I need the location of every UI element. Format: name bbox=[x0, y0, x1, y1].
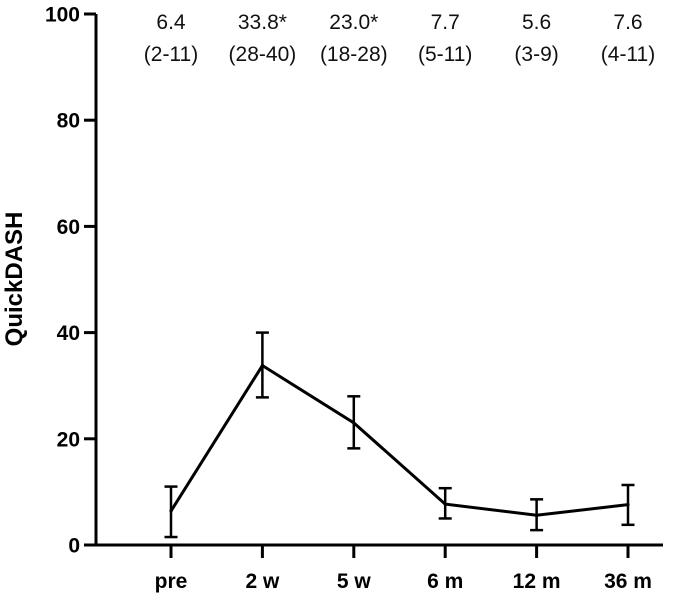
y-tick-label: 60 bbox=[57, 216, 80, 239]
data-point bbox=[443, 502, 447, 506]
data-point bbox=[169, 509, 173, 513]
x-tick-label: 12 m bbox=[513, 570, 561, 593]
x-tick-label: 2 w bbox=[245, 570, 280, 593]
annotation-range: (4-11) bbox=[601, 43, 655, 66]
annotation-range: (5-11) bbox=[418, 43, 472, 66]
y-tick-label: 20 bbox=[57, 428, 80, 451]
x-axis-ticks: pre 2 w 5 w 6 m 12 m 36 m bbox=[155, 545, 652, 593]
series-line bbox=[169, 363, 629, 517]
annotation-value: 6.4 bbox=[156, 11, 186, 34]
annotation-range: (3-9) bbox=[514, 43, 558, 66]
y-axis-ticks: 0 20 40 60 80 100 bbox=[45, 4, 96, 558]
y-tick-label: 80 bbox=[57, 110, 80, 133]
x-tick-label: 5 w bbox=[337, 570, 372, 593]
axes bbox=[94, 14, 663, 547]
x-tick-label: pre bbox=[155, 570, 188, 593]
y-axis-title: QuickDASH bbox=[1, 212, 28, 347]
y-tick-label: 0 bbox=[68, 535, 80, 558]
annotation-value: 7.7 bbox=[431, 11, 460, 34]
x-tick-label: 6 m bbox=[427, 570, 463, 593]
annotation-range: (2-11) bbox=[144, 43, 198, 66]
data-point bbox=[626, 503, 630, 507]
annotation-range: (28-40) bbox=[229, 43, 297, 66]
annotation-value: 23.0* bbox=[329, 11, 378, 34]
annotation-range: (18-28) bbox=[320, 43, 388, 66]
data-point bbox=[352, 421, 356, 425]
x-tick-label: 36 m bbox=[604, 570, 652, 593]
series-layer bbox=[164, 331, 635, 539]
y-tick-label: 100 bbox=[45, 4, 80, 27]
annotation-value: 33.8* bbox=[238, 11, 287, 34]
y-tick-label: 40 bbox=[57, 322, 80, 345]
data-point bbox=[260, 363, 264, 368]
annotation-value: 7.6 bbox=[613, 11, 642, 34]
annotation-layer: 6.4 (2-11) 33.8* (28-40) 23.0* (18-28) 7.7 (5-1… bbox=[144, 11, 655, 66]
annotation-value: 5.6 bbox=[522, 11, 551, 34]
data-point bbox=[535, 513, 539, 517]
